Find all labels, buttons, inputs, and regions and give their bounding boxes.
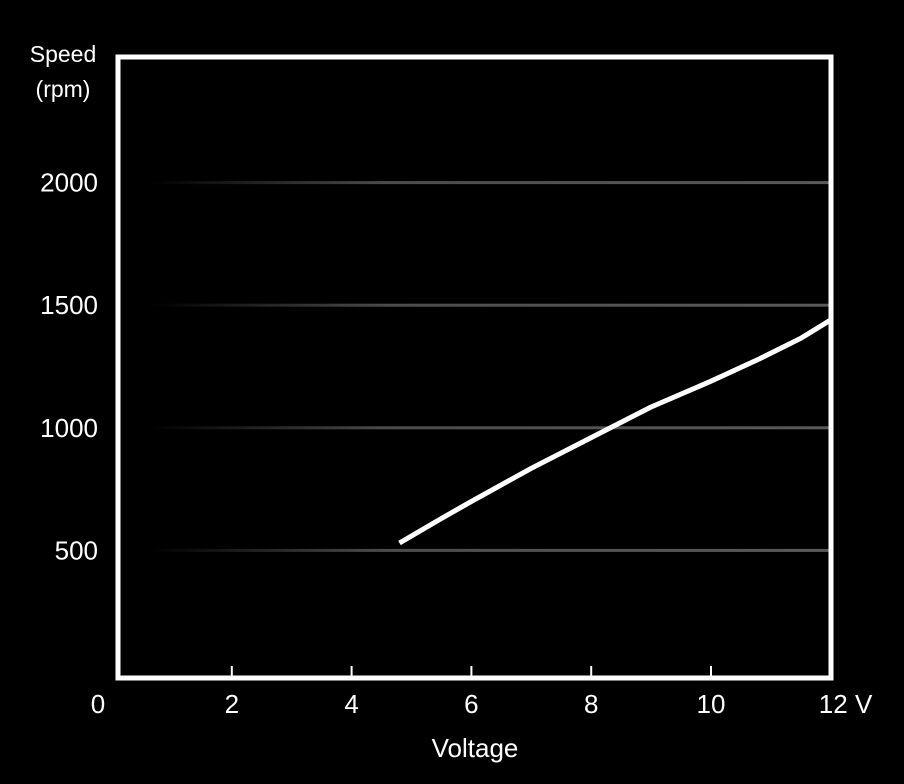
series-layer xyxy=(398,317,833,546)
grid-line xyxy=(150,426,831,430)
x-tick-label: 12 V xyxy=(819,689,873,719)
grid-line xyxy=(150,548,831,552)
y-axis-label-line-2: (rpm) xyxy=(36,76,91,102)
grid-line xyxy=(150,303,831,307)
y-tick-label: 2000 xyxy=(40,168,98,198)
grid-lines xyxy=(150,181,831,552)
y-tick-label: 1500 xyxy=(40,290,98,320)
x-tick-label: 8 xyxy=(584,689,598,719)
y-axis-ticks: 500 1000 1500 2000 xyxy=(40,168,98,566)
x-tick-label: 4 xyxy=(344,689,358,719)
x-tick-label: 6 xyxy=(464,689,478,719)
series-line xyxy=(398,317,833,546)
grid-line xyxy=(150,181,831,185)
y-tick-label: 500 xyxy=(55,535,98,565)
x-axis-label: Voltage xyxy=(432,733,519,763)
y-axis-label-line-1: Speed xyxy=(30,41,97,67)
x-tick-label: 10 xyxy=(697,689,726,719)
plot-frame xyxy=(115,54,834,681)
x-axis-ticks: 0 2 4 6 8 10 12 V xyxy=(91,666,873,719)
x-tick-label: 2 xyxy=(225,689,239,719)
y-tick-label: 1000 xyxy=(40,413,98,443)
x-tick-label: 0 xyxy=(91,689,105,719)
